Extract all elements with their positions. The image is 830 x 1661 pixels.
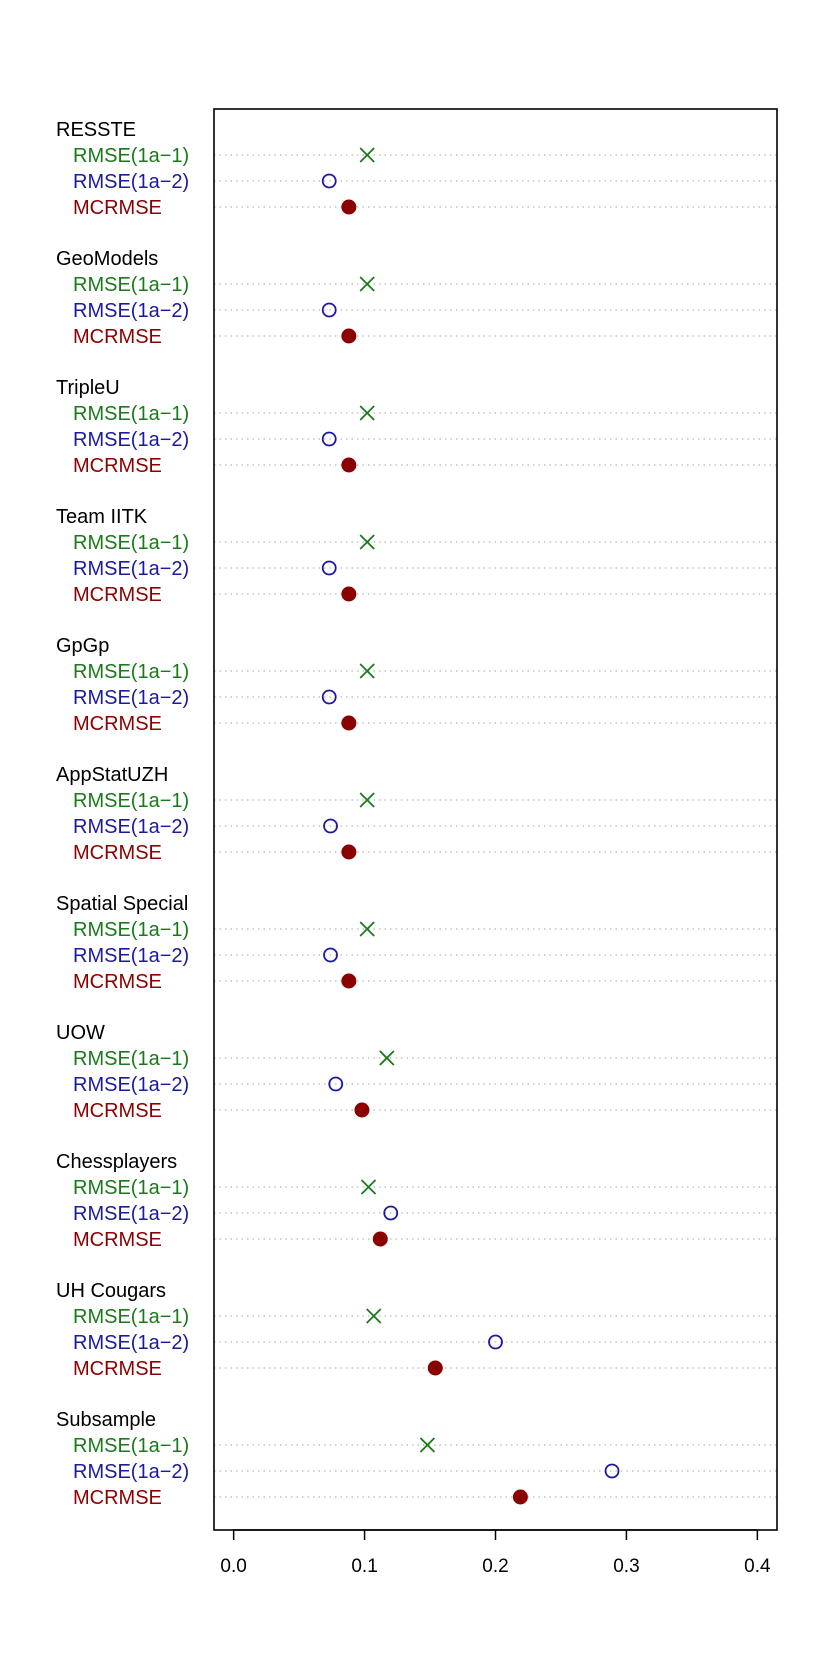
metric-label: MCRMSE [73,1100,162,1122]
metric-label: MCRMSE [73,842,162,864]
metric-label: RMSE(1a−1) [73,532,189,554]
group-title: UOW [56,1022,105,1044]
point-rmse-1a-1 [359,921,375,937]
group-title: GpGp [56,635,109,657]
metric-label: MCRMSE [73,197,162,219]
metric-label: MCRMSE [73,1358,162,1380]
group-title: AppStatUZH [56,764,168,786]
data-points [321,147,620,1505]
metric-label: RMSE(1a−2) [73,1203,189,1225]
metric-label: RMSE(1a−1) [73,274,189,296]
metric-label: MCRMSE [73,713,162,735]
metric-label: RMSE(1a−2) [73,945,189,967]
metric-label: RMSE(1a−2) [73,1332,189,1354]
metric-label: RMSE(1a−1) [73,403,189,425]
point-rmse-1a-2 [321,302,337,318]
metric-label: MCRMSE [73,1487,162,1509]
point-mcrmse [372,1231,388,1247]
x-tick-label: 0.0 [220,1556,246,1577]
point-mcrmse [427,1360,443,1376]
metric-label: RMSE(1a−1) [73,661,189,683]
metric-label: RMSE(1a−1) [73,790,189,812]
group-title: Spatial Special [56,893,188,915]
point-mcrmse [354,1102,370,1118]
metric-label: RMSE(1a−2) [73,429,189,451]
point-rmse-1a-2 [488,1334,503,1350]
metric-label: RMSE(1a−1) [73,1177,189,1199]
x-tick-label: 0.3 [613,1556,639,1577]
point-rmse-1a-2 [604,1463,620,1479]
metric-label: RMSE(1a−1) [73,919,189,941]
point-mcrmse [341,973,357,989]
metric-label: RMSE(1a−1) [73,145,189,167]
point-mcrmse [341,844,357,860]
point-rmse-1a-2 [328,1076,344,1092]
metric-label: MCRMSE [73,326,162,348]
point-rmse-1a-1 [359,534,375,550]
group-title: Chessplayers [56,1151,177,1173]
x-axis: 0.0 0.1 0.2 0.3 0.4 [220,1529,771,1577]
metric-label: RMSE(1a−1) [73,1306,189,1328]
metric-label: MCRMSE [73,455,162,477]
point-rmse-1a-1 [379,1050,395,1066]
point-rmse-1a-1 [359,276,375,292]
point-rmse-1a-1 [359,792,375,808]
metric-label: RMSE(1a−2) [73,171,189,193]
point-rmse-1a-2 [321,173,337,189]
point-rmse-1a-2 [323,818,338,834]
point-mcrmse [341,457,357,473]
group-title: Team IITK [56,506,148,528]
point-mcrmse [341,328,357,344]
point-mcrmse [341,586,357,602]
metric-label: RMSE(1a−2) [73,816,189,838]
row-labels: RESSTE RMSE(1a−1) RMSE(1a−2) MCRMSE GeoModel… [56,119,189,1509]
point-mcrmse [512,1489,528,1505]
group-title: TripleU [56,377,120,399]
point-rmse-1a-1 [360,1179,377,1195]
x-tick-label: 0.4 [744,1556,771,1577]
point-rmse-1a-2 [321,431,337,447]
point-rmse-1a-2 [383,1205,399,1221]
point-mcrmse [341,199,357,215]
metric-label: RMSE(1a−2) [73,1461,189,1483]
point-rmse-1a-2 [321,689,337,705]
metric-label: MCRMSE [73,584,162,606]
point-rmse-1a-1 [419,1437,436,1453]
point-rmse-1a-2 [323,947,338,963]
metric-label: RMSE(1a−2) [73,558,189,580]
x-tick-label: 0.2 [482,1556,508,1577]
group-title: UH Cougars [56,1280,166,1302]
metric-label: RMSE(1a−1) [73,1435,189,1457]
point-rmse-1a-2 [321,560,337,576]
metric-label: RMSE(1a−1) [73,1048,189,1070]
metric-label: MCRMSE [73,1229,162,1251]
metric-label: MCRMSE [73,971,162,993]
group-title: Subsample [56,1409,156,1431]
point-rmse-1a-1 [359,147,375,163]
metric-label: RMSE(1a−2) [73,687,189,709]
point-rmse-1a-1 [359,663,375,679]
group-title: GeoModels [56,248,158,270]
group-title: RESSTE [56,119,136,141]
x-tick-label: 0.1 [351,1556,377,1577]
point-mcrmse [341,715,357,731]
metric-label: RMSE(1a−2) [73,300,189,322]
point-rmse-1a-1 [366,1308,382,1324]
plot-frame [213,108,778,1531]
metric-label: RMSE(1a−2) [73,1074,189,1096]
point-rmse-1a-1 [359,405,375,421]
row-guides [214,154,777,1498]
